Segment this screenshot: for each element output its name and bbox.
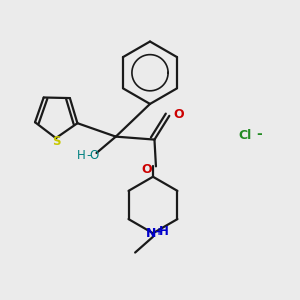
- Text: S: S: [52, 135, 61, 148]
- Text: N: N: [146, 227, 156, 240]
- Text: +: +: [155, 227, 164, 237]
- Text: -: -: [256, 127, 262, 141]
- Text: H: H: [77, 148, 86, 162]
- Text: -: -: [86, 148, 90, 162]
- Text: O: O: [89, 148, 99, 162]
- Text: O: O: [174, 108, 184, 121]
- Text: Cl: Cl: [238, 129, 252, 142]
- Text: H: H: [159, 225, 169, 238]
- Text: O: O: [142, 163, 152, 176]
